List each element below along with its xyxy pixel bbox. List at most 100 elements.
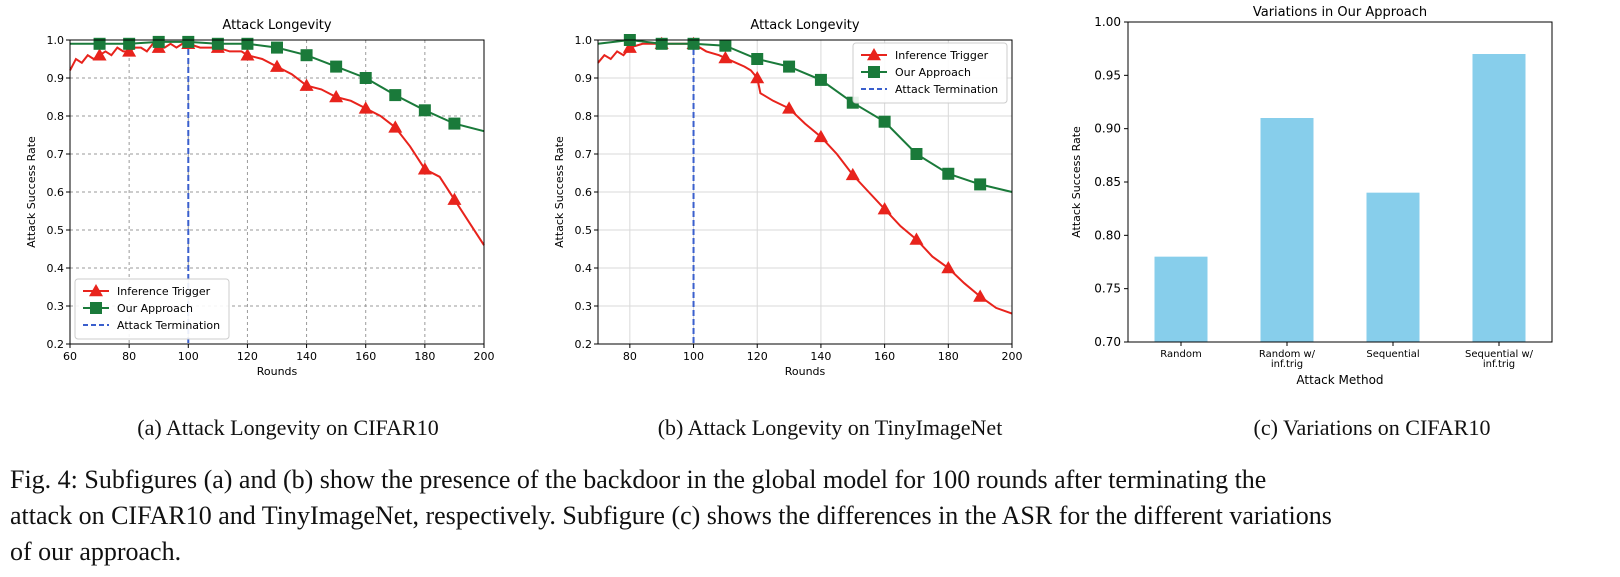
x-tick-label: 200 [1002, 350, 1023, 363]
y-tick-label: 0.4 [47, 262, 65, 275]
bar-chart-2: Random Random w/inf.trig Sequential Sequent… [1070, 5, 1553, 387]
data-point [358, 101, 373, 114]
y-tick-label: 0.5 [47, 224, 65, 237]
data-point [122, 44, 137, 57]
y-tick-label: 0.7 [47, 148, 65, 161]
bar [1154, 256, 1208, 342]
data-point [718, 51, 733, 64]
data-point [910, 148, 923, 160]
legend-label: Attack Termination [895, 83, 998, 96]
data-point [783, 60, 796, 73]
y-tick-label: 0.80 [1094, 228, 1121, 242]
data-point [330, 60, 343, 73]
x-tick-label: Random [1160, 349, 1201, 360]
y-axis-label: Attack Success Rate [1070, 126, 1083, 238]
caption-c: (c) Variations on CIFAR10 [1253, 415, 1491, 440]
legend-marker [89, 284, 103, 297]
y-tick-label: 0.95 [1094, 68, 1121, 82]
caption-a: (a) Attack Longevity on CIFAR10 [137, 415, 439, 440]
x-tick-label: Random w/ [1259, 349, 1316, 360]
chart-title: Attack Longevity [750, 18, 859, 33]
x-tick-label: Sequential w/ [1465, 349, 1534, 360]
data-point [93, 37, 106, 50]
data-point [418, 104, 431, 117]
data-point [878, 115, 891, 128]
x-axis-label: Rounds [785, 365, 826, 378]
data-point [751, 53, 764, 65]
series-line-0 [597, 42, 1013, 315]
y-tick-label: 0.75 [1094, 282, 1121, 296]
data-point [877, 202, 892, 215]
data-point [388, 120, 403, 133]
x-tick-label: 120 [747, 350, 768, 363]
data-point [299, 78, 314, 91]
x-tick-label: 160 [355, 350, 376, 363]
y-tick-label: 0.6 [575, 186, 593, 199]
y-tick-label: 0.8 [575, 110, 593, 123]
legend-marker [867, 48, 881, 61]
data-point [942, 167, 955, 180]
y-tick-label: 0.5 [575, 224, 593, 237]
data-point [182, 35, 195, 48]
y-tick-label: 0.6 [47, 186, 65, 199]
data-point [719, 39, 732, 52]
line-chart-1: 80 100 120 140 160 180 200 0.2 0.3 0.4 0.5 0.6 0.7 0.… [553, 18, 1023, 378]
data-point [845, 167, 860, 181]
data-point [813, 129, 828, 143]
y-tick-label: 0.70 [1094, 335, 1121, 349]
line-chart-0: 60 80 100 120 140 160 180 200 0.2 0.3 0.4 0.5 0.6 0.7… [25, 18, 495, 378]
figure-caption: Fig. 4: Subfigures (a) and (b) show the … [10, 462, 1602, 570]
legend-marker [90, 302, 102, 314]
data-point [622, 40, 637, 53]
data-point [750, 71, 765, 84]
legend-box [852, 42, 1008, 104]
data-point [271, 41, 283, 54]
x-tick-label: 140 [810, 350, 831, 363]
x-tick-label: 180 [414, 350, 435, 363]
y-axis-label: Attack Success Rate [553, 136, 566, 248]
y-tick-label: 0.8 [47, 110, 65, 123]
legend-label: Our Approach [895, 66, 971, 79]
data-point [329, 90, 344, 103]
data-point [211, 37, 224, 50]
x-tick-label: inf.trig [1483, 359, 1515, 370]
y-tick-label: 1.0 [47, 34, 65, 47]
data-point [941, 261, 956, 274]
y-tick-label: 0.7 [575, 148, 593, 161]
data-point [240, 48, 255, 61]
figure-charts: 60 80 100 120 140 160 180 200 0.2 0.3 0.4 0.5 0.6 0.7… [25, 5, 1553, 387]
y-tick-label: 1.0 [575, 34, 593, 47]
y-tick-label: 1.00 [1094, 15, 1121, 29]
legend-marker [868, 66, 880, 78]
y-tick-label: 0.9 [47, 72, 65, 85]
figure-caption-line-1: Fig. 4: Subfigures (a) and (b) show the … [10, 465, 1267, 494]
data-point [814, 73, 827, 86]
x-tick-label: 160 [874, 350, 895, 363]
chart-title: Attack Longevity [222, 18, 331, 33]
figure-caption-line-2: attack on CIFAR10 and TinyImageNet, resp… [10, 501, 1332, 530]
x-axis-label: Rounds [257, 365, 298, 378]
data-point [974, 178, 987, 191]
y-tick-label: 0.2 [47, 338, 65, 351]
x-tick-label: 120 [237, 350, 258, 363]
data-point [782, 101, 797, 114]
x-tick-label: 200 [474, 350, 495, 363]
y-tick-label: 0.2 [575, 338, 593, 351]
x-tick-label: inf.trig [1271, 359, 1303, 370]
y-tick-label: 0.90 [1094, 122, 1121, 136]
chart-title: Variations in Our Approach [1253, 5, 1427, 20]
y-tick-label: 0.4 [575, 262, 593, 275]
y-tick-label: 0.3 [575, 300, 593, 313]
x-tick-label: 80 [623, 350, 637, 363]
data-point [270, 59, 284, 72]
x-tick-label: 100 [178, 350, 199, 363]
data-point [655, 37, 668, 50]
figure-caption-line-3: of our approach. [10, 537, 182, 566]
data-point [241, 37, 254, 50]
data-point [447, 192, 462, 205]
data-point [909, 232, 924, 245]
legend-label: Our Approach [117, 302, 193, 315]
data-point [973, 289, 988, 302]
data-point [389, 89, 402, 102]
data-point [92, 48, 107, 61]
